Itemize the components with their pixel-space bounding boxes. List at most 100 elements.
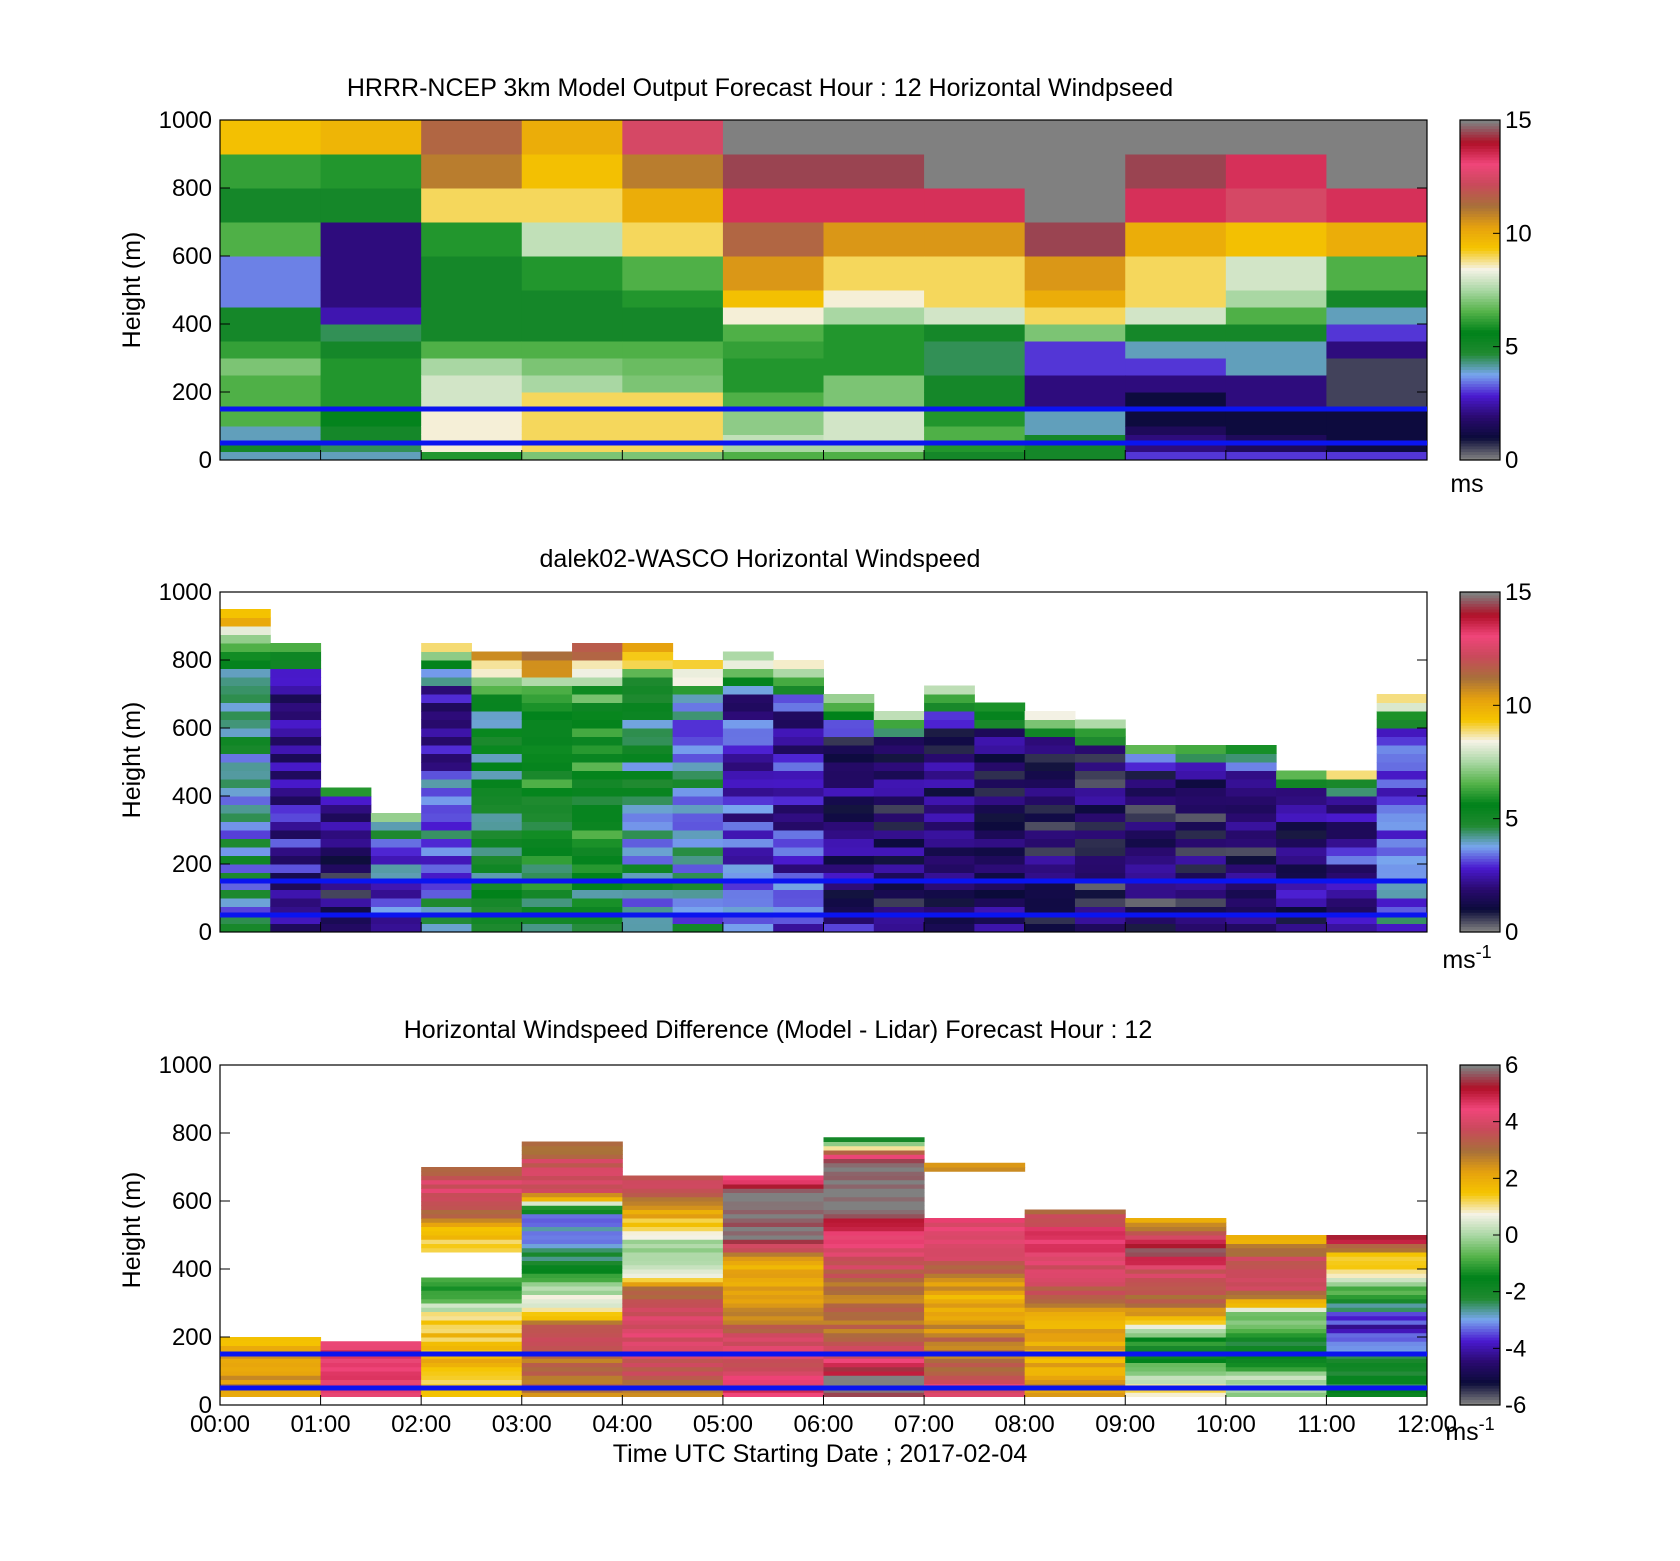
lidar-cell (924, 855, 975, 865)
lidar-cell (471, 872, 523, 882)
difference-cell (1326, 1298, 1428, 1304)
lidar-cell (974, 796, 1026, 805)
colorbar-segment (1460, 915, 1500, 919)
colorbar-segment (1460, 210, 1500, 215)
colorbar-segment (1460, 677, 1500, 681)
difference-cell (521, 1362, 623, 1368)
x-tick-label: 12:00 (1397, 1411, 1457, 1438)
lidar-cell (974, 872, 1026, 882)
lidar-cell (270, 830, 322, 839)
lidar-cell (320, 847, 372, 856)
colorbar-segment (1460, 912, 1500, 916)
colorbar-segment (1460, 1138, 1500, 1143)
lidar-cell (270, 847, 322, 856)
difference-cell (622, 1226, 724, 1232)
difference-cell (622, 1175, 724, 1181)
colorbar-segment (1460, 278, 1500, 283)
difference-cell (924, 1235, 1026, 1240)
lidar-cell (622, 915, 674, 924)
lidar-cell (1376, 770, 1428, 780)
model-cell (320, 426, 422, 435)
colorbar-segment (1460, 818, 1500, 823)
model-cell (1225, 451, 1327, 461)
lidar-cell (873, 779, 925, 788)
lidar-cell (521, 821, 573, 831)
colorbar-segment (1460, 745, 1500, 749)
colorbar-segment (1460, 162, 1500, 166)
colorbar-segment (1460, 1297, 1500, 1301)
difference-cell (924, 1290, 1026, 1295)
colorbar-segment (1460, 1158, 1500, 1162)
model-cell (1125, 154, 1227, 189)
difference-cell (622, 1303, 724, 1308)
colorbar-segment (1460, 213, 1500, 217)
difference-cell (421, 1392, 523, 1397)
lidar-cell (823, 728, 875, 737)
lidar-cell (421, 753, 472, 763)
colorbar-segment (1460, 694, 1500, 698)
difference-cell (823, 1218, 925, 1223)
difference-cell (421, 1239, 523, 1244)
difference-cell (421, 1179, 523, 1185)
model-cell (421, 358, 523, 376)
colorbar-segment (1460, 270, 1500, 274)
colorbar-segment (1460, 1218, 1500, 1222)
lidar-cell (471, 651, 523, 661)
difference-cell (622, 1205, 724, 1210)
lidar-cell (773, 677, 824, 686)
colorbar-segment (1460, 847, 1500, 851)
colorbar-segment (1460, 1186, 1500, 1191)
lidar-cell (220, 915, 271, 924)
colorbar-segment (1460, 1127, 1500, 1131)
difference-cell (622, 1332, 724, 1338)
colorbar-segment (1460, 1087, 1500, 1092)
difference-cell (823, 1311, 925, 1317)
model-cell (1024, 222, 1126, 257)
model-cell (823, 307, 925, 325)
model-cell (421, 409, 523, 427)
lidar-cell (1175, 898, 1227, 907)
model-cell (1225, 188, 1327, 223)
y-tick-label: 400 (172, 783, 212, 810)
difference-cell (1125, 1324, 1227, 1329)
model-cell (421, 426, 523, 435)
lidar-cell (572, 643, 623, 652)
lidar-cell (974, 889, 1026, 899)
lidar-cell (471, 745, 523, 754)
lidar-cell (1276, 872, 1327, 882)
colorbar-segment (1460, 711, 1500, 715)
lidar-cell (773, 821, 824, 831)
lidar-cell (471, 838, 523, 848)
colorbar-segment (1460, 281, 1500, 285)
difference-cell (320, 1392, 422, 1397)
lidar-cell (773, 694, 824, 703)
difference-cell (1024, 1392, 1126, 1397)
colorbar-segment (1460, 1116, 1500, 1120)
lidar-cell (421, 779, 472, 788)
colorbar-segment (1460, 696, 1500, 701)
difference-cell (622, 1328, 724, 1334)
colorbar-tick-label: 10 (1505, 220, 1532, 247)
colorbar-segment (1460, 338, 1500, 342)
colorbar-segment (1460, 216, 1500, 220)
colorbar-segment (1460, 176, 1500, 181)
model-cell (924, 256, 1026, 291)
colorbar-segment (1460, 193, 1500, 198)
difference-cell (622, 1298, 724, 1304)
model-cell (924, 324, 1026, 342)
colorbar-segment (1460, 417, 1500, 421)
lidar-cell (1376, 830, 1428, 839)
colorbar-segment (1460, 657, 1500, 661)
model-cell (320, 324, 422, 342)
lidar-cell (1024, 770, 1076, 780)
colorbar-segment (1460, 702, 1500, 706)
difference-cell (421, 1341, 523, 1346)
lidar-cell (1125, 923, 1177, 933)
colorbar-segment (1460, 207, 1500, 212)
difference-cell (421, 1286, 523, 1291)
lidar-cell (1225, 838, 1277, 848)
lidar-cell (622, 728, 674, 737)
lidar-cell (672, 804, 724, 814)
difference-cell (823, 1252, 925, 1257)
colorbar-segment (1460, 878, 1500, 882)
